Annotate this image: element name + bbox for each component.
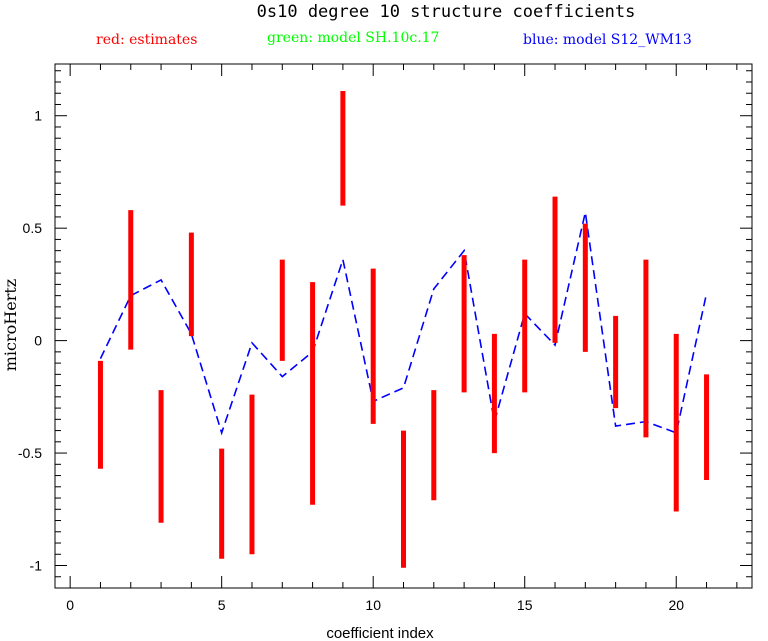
- axis-ticks: [55, 64, 752, 589]
- x-tick-label: 0: [66, 597, 74, 613]
- chart-title: 0s10 degree 10 structure coefficients: [257, 2, 636, 22]
- y-axis-label: microHertz: [1, 279, 20, 371]
- estimates-group: [97, 90, 710, 568]
- model-line-group: [99, 212, 708, 436]
- y-tick-label: -1: [30, 558, 43, 574]
- x-axis-label: coefficient index: [326, 625, 434, 641]
- x-tick-label: 5: [218, 597, 226, 613]
- x-tick-label: 20: [668, 597, 684, 613]
- legend-estimates: red: estimates: [96, 32, 197, 48]
- legend-model-sh: green: model SH.10c.17: [267, 30, 439, 46]
- y-tick-label: 1: [34, 108, 42, 124]
- tick-labels: 0 5 10 15 20 -1 -0.5 0 0.5 1: [18, 108, 684, 613]
- x-tick-label: 10: [365, 597, 381, 613]
- model-series-line: [99, 212, 708, 436]
- x-tick-label: 15: [517, 597, 533, 613]
- y-tick-label: -0.5: [18, 445, 42, 461]
- legend-model-s12: blue: model S12_WM13: [523, 32, 692, 48]
- y-tick-label: 0.5: [23, 220, 43, 236]
- y-tick-label: 0: [34, 333, 42, 349]
